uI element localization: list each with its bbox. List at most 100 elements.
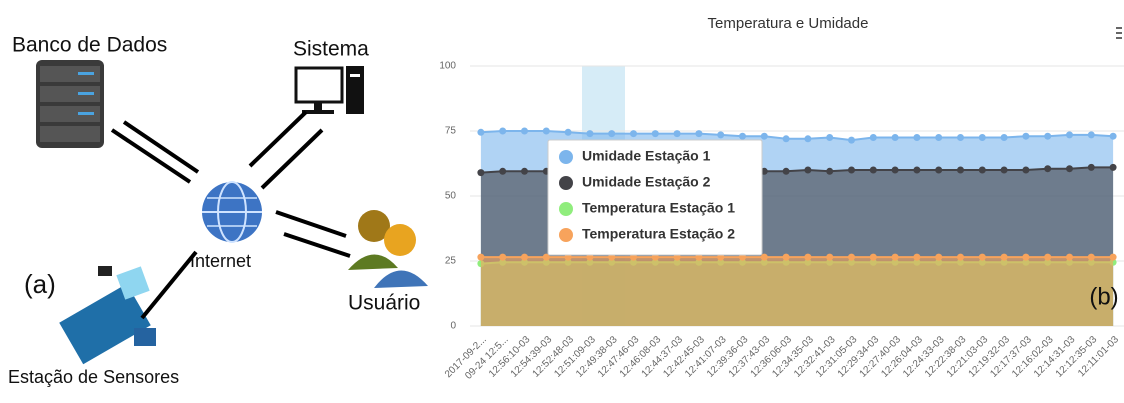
point [957, 167, 964, 174]
diagram-label: (a) [24, 269, 56, 299]
point [565, 129, 572, 136]
node-label: Sistema [293, 38, 369, 61]
point [499, 168, 506, 175]
point [892, 167, 899, 174]
point [783, 135, 790, 142]
point [913, 167, 920, 174]
point [935, 134, 942, 141]
point [521, 254, 528, 261]
area [481, 257, 1113, 326]
point [586, 130, 593, 137]
point [783, 254, 790, 261]
point [543, 128, 550, 135]
legend-swatch [559, 150, 573, 164]
point [979, 167, 986, 174]
server-icon [36, 60, 104, 148]
point [1044, 165, 1051, 172]
point [674, 130, 681, 137]
point [935, 167, 942, 174]
legend-swatch [559, 202, 573, 216]
point [783, 168, 790, 175]
point [826, 254, 833, 261]
point [761, 133, 768, 140]
point [1110, 164, 1117, 171]
node-label: Internet [190, 251, 251, 271]
point [477, 254, 484, 261]
globe-icon [202, 182, 262, 242]
point [848, 137, 855, 144]
point [1110, 254, 1117, 261]
y-tick-label: 100 [439, 61, 456, 72]
legend: Umidade Estação 1 Umidade Estação 2 Temper… [548, 140, 762, 255]
y-tick-label: 0 [450, 321, 456, 332]
legend-label: Umidade Estação 2 [582, 174, 711, 190]
point [935, 254, 942, 261]
point [608, 130, 615, 137]
point [979, 254, 986, 261]
point [804, 167, 811, 174]
point [739, 133, 746, 140]
point [1088, 164, 1095, 171]
chart-title: Temperatura e Umidade [708, 15, 869, 32]
point [1044, 133, 1051, 140]
point [826, 134, 833, 141]
node-label: Usuário [348, 292, 420, 315]
point [1088, 131, 1095, 138]
point [892, 254, 899, 261]
point [630, 130, 637, 137]
diagram: Banco de Dados Sistema Internet Usuário [8, 34, 428, 387]
computer-icon [296, 66, 364, 114]
point [1001, 134, 1008, 141]
point [1066, 131, 1073, 138]
point [1066, 165, 1073, 172]
menu-icon [1116, 27, 1122, 39]
annotation: (b) [1089, 283, 1118, 310]
node-label: Banco de Dados [12, 34, 167, 57]
point [1022, 133, 1029, 140]
point [804, 135, 811, 142]
point [870, 167, 877, 174]
sensor-icon [59, 266, 156, 364]
y-tick-label: 25 [445, 256, 457, 267]
point [477, 169, 484, 176]
point [870, 254, 877, 261]
legend-label: Temperatura Estação 2 [582, 226, 735, 242]
point [870, 134, 877, 141]
users-icon [348, 210, 428, 288]
point [913, 134, 920, 141]
point [717, 131, 724, 138]
point [957, 134, 964, 141]
y-tick-label: 50 [445, 191, 457, 202]
point [913, 254, 920, 261]
point [695, 130, 702, 137]
point [1066, 254, 1073, 261]
point [521, 128, 528, 135]
legend-swatch [559, 228, 573, 242]
point [848, 167, 855, 174]
point [1044, 254, 1051, 261]
legend-label: Umidade Estação 1 [582, 148, 711, 164]
point [826, 168, 833, 175]
point [521, 168, 528, 175]
y-tick-label: 75 [445, 126, 457, 137]
point [1001, 167, 1008, 174]
point [1001, 254, 1008, 261]
point [1022, 167, 1029, 174]
point [1022, 254, 1029, 261]
point [1110, 133, 1117, 140]
point [848, 254, 855, 261]
page: Banco de Dados Sistema Internet Usuário [0, 0, 1124, 403]
point [804, 254, 811, 261]
point [499, 254, 506, 261]
point [499, 128, 506, 135]
point [957, 254, 964, 261]
point [1088, 254, 1095, 261]
legend-label: Temperatura Estação 1 [582, 200, 735, 216]
point [477, 129, 484, 136]
node-label: Estação de Sensores [8, 367, 179, 387]
point [892, 134, 899, 141]
figure: Banco de Dados Sistema Internet Usuário [0, 0, 1124, 403]
point [979, 134, 986, 141]
legend-swatch [559, 176, 573, 190]
point [652, 130, 659, 137]
